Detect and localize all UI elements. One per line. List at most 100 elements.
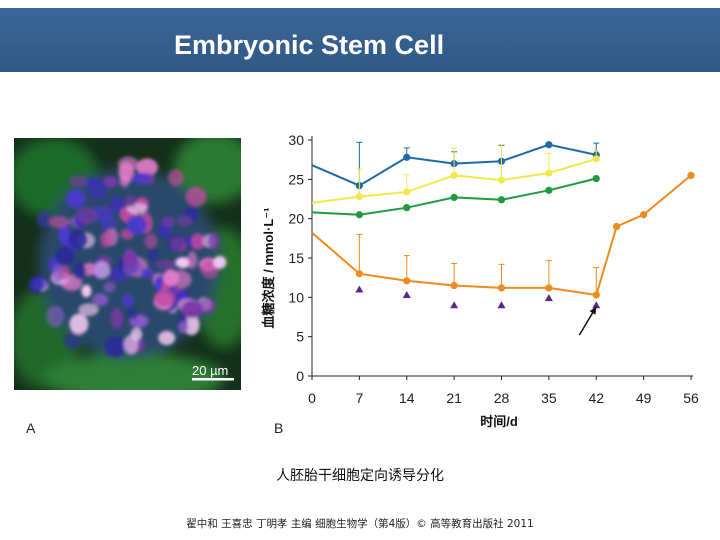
cell-nucleus bbox=[187, 251, 198, 269]
cell-nucleus bbox=[162, 269, 180, 286]
slide-title: Embryonic Stem Cell bbox=[174, 30, 445, 60]
cell-nucleus bbox=[100, 216, 117, 231]
cell-nucleus bbox=[191, 233, 205, 250]
triangle-marker bbox=[450, 301, 459, 309]
source-credit: 翟中和 王喜忠 丁明孝 主编 细胞生物学（第4版）© 高等教育出版社 2011 bbox=[186, 518, 534, 530]
panel-b-label: B bbox=[274, 420, 284, 436]
cell-nucleus bbox=[73, 262, 86, 280]
x-tick-label: 7 bbox=[355, 390, 363, 406]
blood-glucose-chart: 0 5 10 15 20 25 30 0 7 14 21 28 35 42 49 56 血糖浓度 / mmol… bbox=[261, 132, 699, 429]
cell-nucleus bbox=[126, 215, 147, 235]
x-tick-label: 56 bbox=[683, 390, 699, 406]
series-point-1 bbox=[450, 171, 458, 179]
series-point-1 bbox=[403, 188, 411, 196]
cell-nucleus bbox=[130, 327, 143, 341]
x-tick-label: 49 bbox=[636, 390, 652, 406]
cell-nucleus bbox=[37, 210, 51, 228]
cell-nucleus bbox=[213, 255, 227, 269]
cell-nucleus bbox=[123, 248, 137, 269]
cell-nucleus bbox=[126, 307, 139, 320]
series-point-2 bbox=[355, 211, 363, 219]
cell-nucleus bbox=[103, 281, 116, 293]
cell-nucleus bbox=[167, 169, 184, 187]
panel-a-label: A bbox=[26, 420, 36, 436]
x-tick-label: 35 bbox=[541, 390, 557, 406]
series-point-2 bbox=[545, 186, 553, 194]
series-line-3 bbox=[311, 174, 692, 297]
y-tick-label: 25 bbox=[288, 171, 304, 187]
x-tick-label: 21 bbox=[446, 390, 462, 406]
cell-nucleus bbox=[92, 293, 109, 307]
cell-nucleus bbox=[176, 215, 193, 227]
series-point-1 bbox=[592, 155, 600, 163]
cell-nucleus bbox=[69, 313, 89, 335]
triangle-marker bbox=[544, 294, 553, 302]
title-banner: Embryonic Stem Cell bbox=[0, 8, 720, 72]
triangle-marker bbox=[355, 285, 364, 293]
x-axis-label: 时间/d bbox=[480, 414, 518, 429]
series-point-3 bbox=[545, 284, 553, 292]
figure-caption: 人胚胎干细胞定向诱导分化 bbox=[276, 468, 444, 484]
series-point-3 bbox=[612, 222, 621, 231]
cell-nucleus bbox=[81, 284, 92, 298]
y-axis-label: 血糖浓度 / mmol·L⁻¹ bbox=[261, 208, 276, 329]
y-tick-label: 15 bbox=[288, 250, 304, 266]
series-point-1 bbox=[355, 193, 363, 201]
triangle-marker bbox=[497, 301, 506, 309]
y-tick-label: 0 bbox=[296, 368, 304, 384]
cell-nucleus bbox=[140, 267, 155, 279]
y-tick-label: 10 bbox=[288, 289, 304, 305]
series-point-2 bbox=[497, 196, 506, 204]
cell-nucleus bbox=[66, 189, 86, 209]
cell-nucleus bbox=[144, 233, 158, 249]
cell-nucleus bbox=[32, 275, 49, 291]
cell-nucleus bbox=[46, 305, 65, 328]
series-point-3 bbox=[497, 284, 506, 292]
cell-nucleus bbox=[103, 176, 118, 188]
cell-nucleus bbox=[136, 158, 158, 176]
cell-nucleus bbox=[68, 175, 89, 188]
y-tick-label: 5 bbox=[296, 329, 304, 345]
series-point-3 bbox=[592, 291, 600, 299]
cell-nucleus bbox=[104, 336, 127, 358]
series-point-3 bbox=[450, 281, 458, 290]
series-point-2 bbox=[592, 174, 600, 183]
cell-nucleus bbox=[87, 178, 108, 200]
triangle-marker bbox=[592, 301, 601, 309]
cell-nucleus bbox=[131, 172, 151, 184]
cell-nucleus bbox=[125, 195, 137, 207]
x-tick-label: 0 bbox=[308, 390, 316, 406]
microscopy-image: 20 µm bbox=[14, 138, 241, 390]
cell-nucleus bbox=[178, 320, 189, 334]
y-tick-label: 20 bbox=[288, 211, 304, 227]
series-point-3 bbox=[687, 171, 695, 179]
cell-nucleus bbox=[181, 300, 203, 319]
series-point-1 bbox=[545, 169, 553, 177]
series-point-0 bbox=[403, 153, 411, 161]
series-point-3 bbox=[355, 270, 363, 278]
scale-bar-label: 20 µm bbox=[192, 363, 228, 378]
cell-nucleus bbox=[55, 246, 75, 266]
cell-nucleus bbox=[162, 216, 176, 228]
x-tick-label: 14 bbox=[399, 390, 415, 406]
cell-nucleus bbox=[75, 207, 98, 225]
x-tick-label: 42 bbox=[588, 390, 604, 406]
cell-nucleus bbox=[109, 196, 126, 212]
cell-nucleus bbox=[155, 259, 178, 270]
series-point-2 bbox=[403, 204, 411, 212]
cell-nucleus bbox=[93, 261, 110, 279]
arrow-head bbox=[589, 306, 597, 315]
cell-nucleus bbox=[82, 262, 97, 276]
cell-nucleus bbox=[121, 293, 134, 308]
cell-nucleus bbox=[118, 156, 139, 172]
series-point-1 bbox=[497, 176, 506, 184]
series-point-3 bbox=[640, 211, 648, 219]
cell-nucleus bbox=[63, 332, 81, 350]
x-tick-label: 28 bbox=[494, 390, 510, 406]
scale-bar bbox=[192, 378, 234, 381]
cell-nucleus bbox=[100, 231, 112, 248]
cell-nucleus bbox=[175, 257, 191, 269]
cell-nucleus bbox=[147, 247, 159, 263]
cell-nucleus bbox=[110, 307, 123, 329]
cell-nucleus bbox=[52, 263, 64, 283]
